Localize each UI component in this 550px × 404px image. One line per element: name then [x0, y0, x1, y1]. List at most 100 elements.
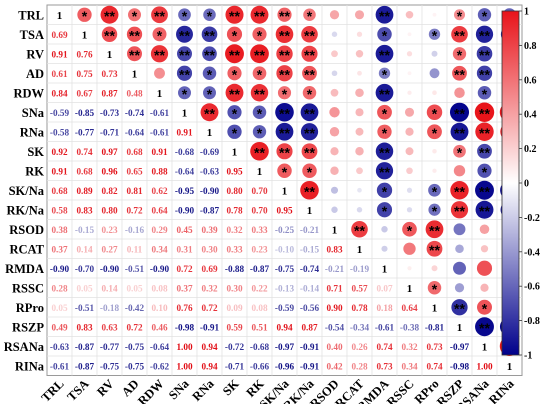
correlation-value: 0.62	[151, 186, 167, 196]
correlation-value: 0.08	[151, 283, 167, 293]
colorbar-gradient	[501, 10, 520, 356]
significance-stars: *	[382, 105, 388, 121]
significance-stars: **	[279, 144, 290, 160]
significance-stars: **	[179, 66, 190, 82]
correlation-value: -0.59	[50, 108, 70, 118]
significance-stars: **	[104, 27, 115, 43]
correlation-circle	[252, 125, 267, 139]
correlation-value: -0.77	[100, 342, 120, 352]
correlation-circle	[301, 25, 318, 43]
correlation-value: -0.97	[450, 342, 470, 352]
correlation-circle	[252, 105, 267, 119]
y-tick-label: RSZP	[12, 320, 44, 334]
correlation-value: 0.11	[127, 244, 143, 254]
significance-stars: **	[254, 86, 265, 102]
correlation-value: 0.38	[51, 225, 67, 235]
correlation-value: 0.30	[201, 244, 217, 254]
correlation-circle	[475, 25, 494, 43]
correlation-value: 0.72	[126, 205, 142, 215]
correlation-value: 1.00	[476, 361, 492, 371]
correlation-value: -0.75	[275, 264, 295, 274]
diagonal-label: 1	[332, 224, 338, 236]
diagonal-label: 1	[457, 322, 463, 334]
y-tick-label: RPro	[16, 301, 44, 315]
correlation-value: -0.25	[275, 225, 295, 235]
correlation-value: 0.68	[126, 147, 142, 157]
x-tick-label: TRL	[39, 377, 67, 404]
y-tick-label: RMDA	[5, 262, 44, 276]
correlation-circle	[357, 187, 362, 193]
correlation-circle	[377, 124, 392, 139]
significance-stars: **	[154, 47, 165, 63]
correlation-circle	[150, 45, 169, 63]
correlation-circle	[428, 203, 441, 216]
correlation-circle	[227, 66, 242, 81]
correlation-circle	[330, 147, 339, 156]
significance-stars: *	[282, 164, 288, 180]
correlation-circle	[476, 260, 493, 276]
correlation-value: -0.75	[125, 361, 145, 371]
correlation-circle	[407, 32, 412, 37]
correlation-value: 0.91	[51, 49, 67, 59]
correlation-circle	[475, 122, 494, 141]
correlation-value: 0.39	[201, 225, 217, 235]
correlation-value: 0.72	[126, 322, 142, 332]
correlation-circle	[381, 226, 388, 233]
correlation-circle	[407, 266, 412, 271]
correlation-value: 0.94	[201, 361, 217, 371]
correlation-circle	[375, 162, 394, 180]
correlation-circle	[275, 122, 294, 141]
significance-stars: *	[257, 66, 263, 82]
correlation-value: -0.42	[125, 303, 145, 313]
significance-stars: *	[82, 8, 88, 24]
correlation-value: 0.80	[101, 205, 117, 215]
correlation-circle	[479, 224, 490, 235]
correlation-circle	[356, 167, 363, 175]
significance-stars: **	[229, 8, 240, 24]
correlation-circle	[405, 147, 414, 156]
colorbar-tick-label: 0	[524, 179, 529, 190]
correlation-value: 0.72	[201, 303, 217, 313]
correlation-circle	[331, 206, 338, 213]
significance-stars: **	[179, 47, 190, 63]
correlation-value: -0.38	[400, 322, 420, 332]
correlation-value: -0.66	[250, 361, 270, 371]
correlation-circle	[406, 207, 413, 213]
correlation-circle	[300, 123, 319, 141]
significance-stars: *	[207, 66, 213, 82]
significance-stars: **	[379, 144, 390, 160]
correlation-circle	[225, 83, 244, 102]
correlation-value: 0.78	[351, 303, 367, 313]
correlation-circle	[405, 10, 414, 19]
correlation-value: 0.32	[201, 283, 217, 293]
diagonal-label: 1	[382, 263, 388, 275]
correlation-value: 0.84	[51, 88, 67, 98]
correlation-value: 0.76	[76, 49, 92, 59]
correlation-value: 0.78	[226, 205, 242, 215]
correlation-circle	[432, 12, 437, 17]
significance-stars: **	[454, 27, 465, 43]
correlation-value: -0.91	[300, 342, 320, 352]
correlation-circle	[351, 220, 368, 238]
correlation-value: 0.73	[426, 342, 442, 352]
significance-stars: **	[229, 47, 240, 63]
significance-stars: **	[479, 125, 490, 141]
correlation-circle	[152, 27, 167, 42]
correlation-circle	[429, 68, 440, 79]
significance-stars: **	[204, 105, 215, 121]
correlation-circle	[329, 127, 340, 137]
correlation-value: -0.58	[50, 127, 70, 137]
significance-stars: *	[132, 8, 138, 24]
correlation-circle	[431, 265, 438, 272]
correlation-circle	[330, 186, 339, 194]
correlation-value: -0.69	[200, 147, 220, 157]
significance-stars: **	[304, 105, 315, 121]
correlation-circle	[476, 65, 493, 81]
significance-stars: *	[207, 86, 213, 102]
correlation-circle	[475, 200, 494, 219]
significance-stars: **	[379, 8, 390, 24]
correlation-value: -0.90	[50, 264, 70, 274]
correlation-value: 0.29	[151, 225, 167, 235]
correlation-value: -0.98	[450, 361, 470, 371]
correlation-value: 0.28	[51, 283, 67, 293]
